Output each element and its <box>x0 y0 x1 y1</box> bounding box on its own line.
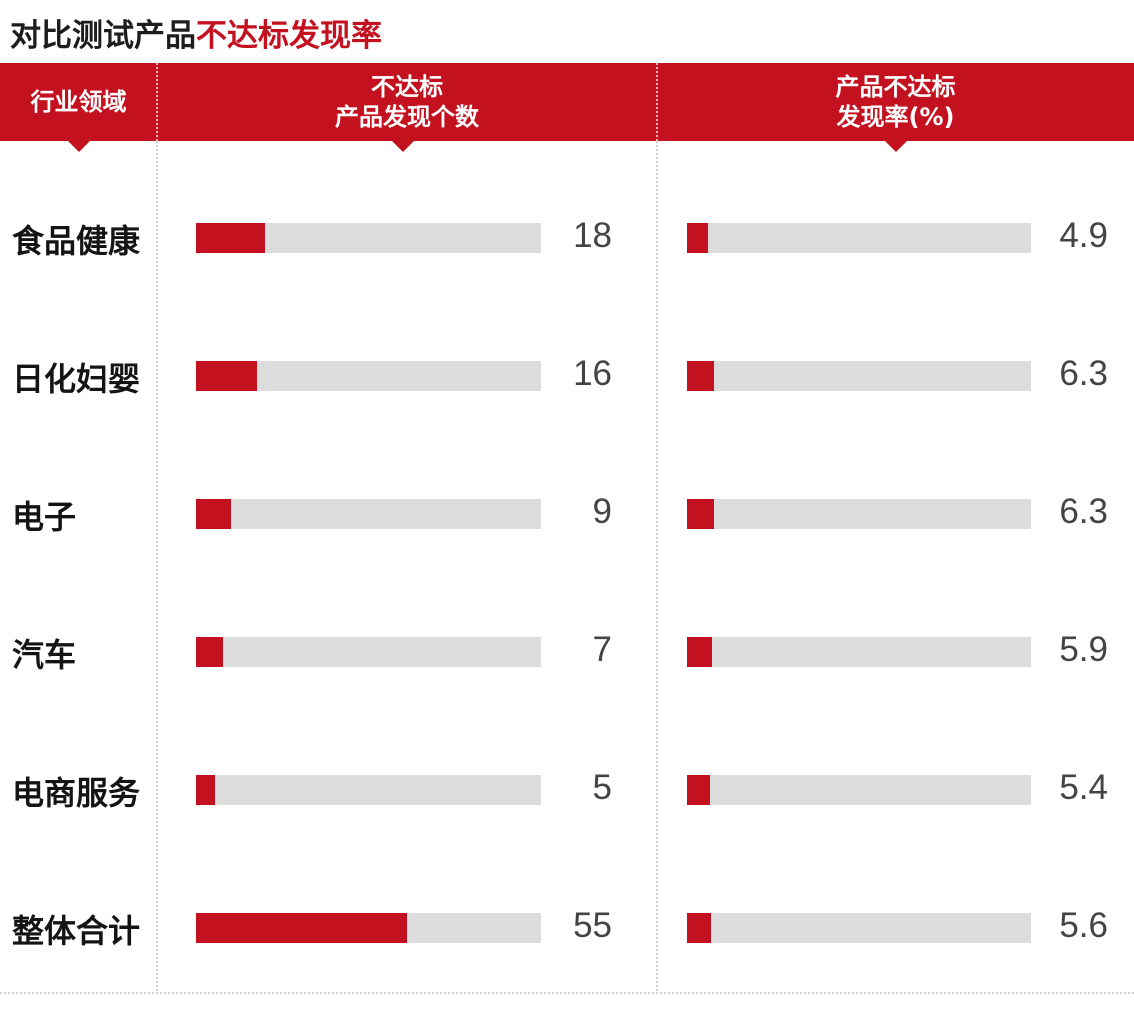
category-label: 电商服务 <box>12 774 141 812</box>
header-rate-caret <box>885 141 907 152</box>
chart-title-accent: 不达标发现率 <box>196 18 382 54</box>
data-label: 5 <box>592 768 612 807</box>
bottom-divider <box>0 992 1134 994</box>
bar-track <box>196 913 541 943</box>
category-label: 电子 <box>12 498 77 536</box>
category-label: 日化妇婴 <box>12 360 141 398</box>
header-count-line2: 产品发现个数 <box>335 103 479 131</box>
header-industry-label: 行业领域 <box>30 88 127 116</box>
data-label: 5.6 <box>1059 906 1108 945</box>
bar <box>196 361 257 391</box>
header-industry-caret <box>68 141 90 152</box>
bar-track <box>196 775 541 805</box>
header-rate-line1: 产品不达标 <box>835 73 956 101</box>
bar-track <box>687 775 1031 805</box>
bar-track <box>687 223 1031 253</box>
bar-track <box>687 637 1031 667</box>
header-industry: 行业领域 <box>0 63 157 141</box>
bar-track <box>687 499 1031 529</box>
chart-title: 对比测试产品不达标发现率 <box>10 10 382 60</box>
header-separator <box>156 63 158 141</box>
header-separator <box>656 63 658 141</box>
header-count-line1: 不达标 <box>371 73 443 101</box>
bar <box>196 499 231 529</box>
bar <box>687 361 714 391</box>
bar <box>687 775 710 805</box>
header-count: 不达标 产品发现个数 <box>157 63 657 141</box>
data-label: 6.3 <box>1059 354 1108 393</box>
data-label: 18 <box>573 216 612 255</box>
column-divider <box>156 141 158 991</box>
category-label: 汽车 <box>12 636 77 674</box>
data-label: 5.4 <box>1059 768 1108 807</box>
data-label: 7 <box>592 630 612 669</box>
bar-track <box>196 499 541 529</box>
category-label: 整体合计 <box>12 912 141 950</box>
bar <box>196 775 215 805</box>
bar-track <box>196 361 541 391</box>
chart-title-main: 对比测试产品 <box>10 18 196 54</box>
data-label: 16 <box>573 354 612 393</box>
header-bar <box>0 63 1134 141</box>
bar <box>196 223 265 253</box>
header-rate: 产品不达标 发现率(%) <box>657 63 1134 141</box>
column-divider <box>656 141 658 991</box>
header-rate-line2: 发现率(%) <box>836 103 955 131</box>
bar-track <box>196 223 541 253</box>
bar <box>687 499 714 529</box>
data-label: 9 <box>592 492 612 531</box>
data-label: 4.9 <box>1059 216 1108 255</box>
data-label: 55 <box>573 906 612 945</box>
bar-track <box>687 913 1031 943</box>
bar-track <box>687 361 1031 391</box>
bar <box>196 637 223 667</box>
bar <box>687 223 708 253</box>
category-label: 食品健康 <box>12 222 141 260</box>
data-label: 6.3 <box>1059 492 1108 531</box>
bar <box>196 913 407 943</box>
bar <box>687 913 711 943</box>
data-label: 5.9 <box>1059 630 1108 669</box>
bar-track <box>196 637 541 667</box>
header-count-caret <box>392 141 414 152</box>
bar <box>687 637 712 667</box>
